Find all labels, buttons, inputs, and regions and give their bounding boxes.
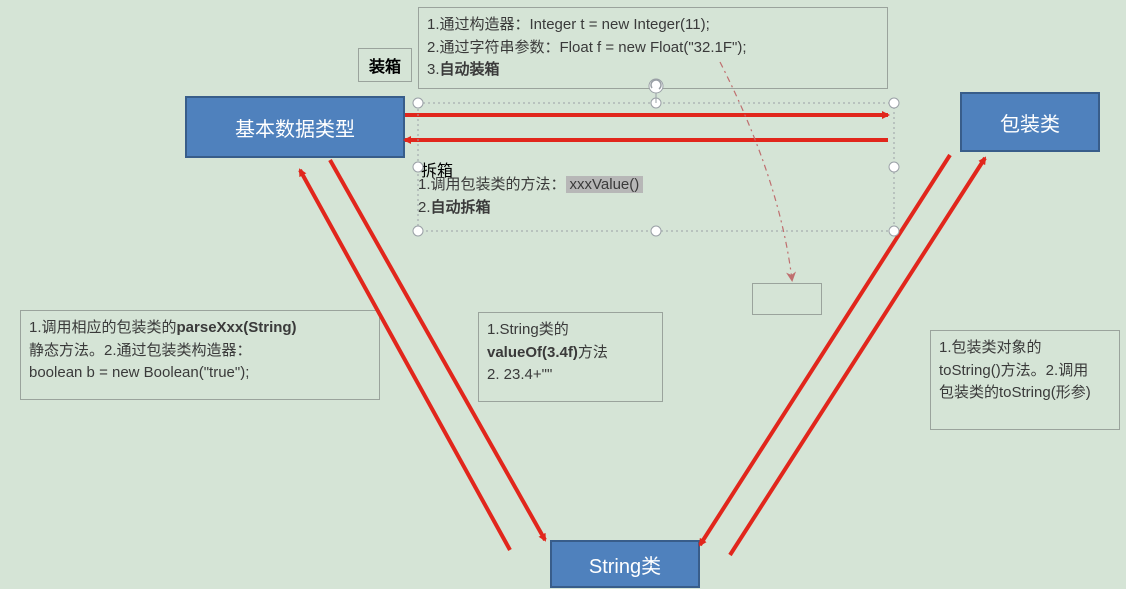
text-line: 1.通过构造器：Integer t = new Integer(11);	[427, 14, 879, 37]
text-line: 1.包装类对象的	[939, 337, 1111, 360]
ghost-box	[752, 283, 822, 315]
node-primitive-label: 基本数据类型	[235, 113, 355, 142]
label-boxing: 装箱	[358, 48, 412, 82]
node-wrapper-label: 包装类	[1000, 108, 1060, 137]
textbox-left-note: 1.调用相应的包装类的parseXxx(String)静态方法。2.通过包装类构…	[20, 310, 380, 400]
node-primitive[interactable]: 基本数据类型	[185, 96, 405, 158]
text-line: 2.通过字符串参数：Float f = new Float("32.1F");	[427, 37, 879, 60]
text-line: boolean b = new Boolean("true");	[29, 362, 371, 385]
text-line: 1.String类的	[487, 319, 654, 342]
text-line: 1.调用包装类的方法：xxxValue()	[418, 174, 748, 197]
text-line: valueOf(3.4f)方法	[487, 342, 654, 365]
textbox-right-note: 1.包装类对象的toString()方法。2.调用包装类的toString(形参…	[930, 330, 1120, 430]
label-boxing-text: 装箱	[369, 59, 401, 76]
text-line: 1.调用相应的包装类的parseXxx(String)	[29, 317, 371, 340]
textbox-mid-note: 1.String类的valueOf(3.4f)方法2. 23.4+""	[478, 312, 663, 402]
textbox-unboxing-methods: 1.调用包装类的方法：xxxValue()2.自动拆箱	[418, 174, 748, 230]
text-line: 静态方法。2.通过包装类构造器：	[29, 340, 371, 363]
text-line: 3.自动装箱	[427, 59, 879, 82]
text-line: 2. 23.4+""	[487, 364, 654, 387]
text-line: 2.自动拆箱	[418, 197, 748, 220]
textbox-boxing-methods: 1.通过构造器：Integer t = new Integer(11);2.通过…	[418, 7, 888, 89]
node-wrapper[interactable]: 包装类	[960, 92, 1100, 152]
node-string-label: String类	[589, 550, 661, 579]
text-line: toString()方法。2.调用	[939, 360, 1111, 383]
node-string[interactable]: String类	[550, 540, 700, 588]
text-line: 包装类的toString(形参)	[939, 382, 1111, 405]
